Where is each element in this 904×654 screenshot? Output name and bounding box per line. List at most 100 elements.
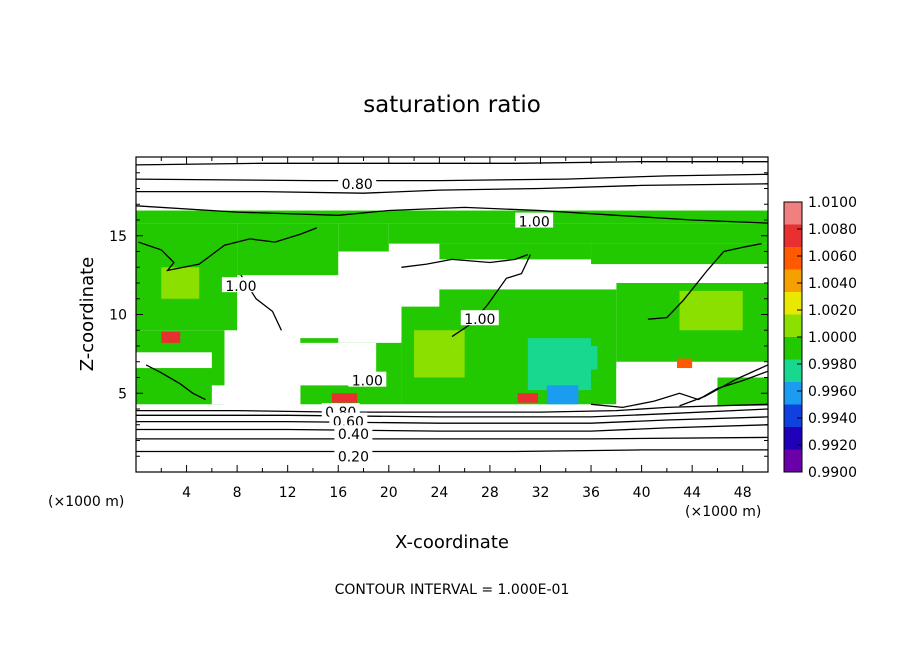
contour-line-17 [679, 364, 768, 407]
x-tick-label: 8 [233, 485, 242, 501]
colorbar-band-1 [784, 224, 802, 248]
colorbar-tick-label: 0.9900 [808, 465, 857, 481]
heat-cell-24 [388, 267, 617, 290]
x-tick-label: 12 [279, 485, 297, 501]
colorbar-band-3 [784, 269, 802, 293]
x-tick-label: 48 [734, 485, 752, 501]
contour-label-3: 1.00 [464, 312, 495, 328]
contour-line-2 [136, 424, 768, 432]
colorbar: 1.0100 1.0080 1.0060 1.0040 1.0020 1.0000 0.99… [783, 195, 857, 481]
y-tick-label: 15 [109, 229, 127, 245]
heat-cell-0 [136, 210, 768, 224]
contour-label-8: 0.20 [338, 449, 369, 465]
x-tick-label: 36 [582, 485, 600, 501]
contour-label-bg-6 [329, 412, 368, 428]
heat-cell-14 [679, 290, 743, 331]
contour-label-1: 1.00 [519, 215, 550, 231]
x-tick-label: 20 [380, 485, 398, 501]
colorbar-band-2 [784, 247, 802, 270]
y-tick-label: 5 [118, 386, 127, 402]
x-tick-label: 16 [329, 485, 347, 501]
colorbar-band-8 [784, 382, 802, 405]
contour-line-1 [136, 436, 768, 440]
contour-line-6 [136, 183, 768, 194]
colorbar-tick-label: 1.0000 [808, 330, 857, 346]
x-tick-label: 28 [481, 485, 499, 501]
heat-cell-17 [565, 346, 598, 370]
heat-cell-27 [136, 352, 212, 369]
heat-cell-16 [546, 385, 579, 405]
chart-title: saturation ratio [363, 92, 541, 118]
y-axis-unit: (×1000 m) [48, 494, 124, 510]
contour-line-12 [401, 253, 529, 268]
colorbar-tick-label: 0.9920 [808, 438, 857, 454]
contour-label-bg-2 [221, 277, 260, 293]
heat-cell-23 [338, 283, 402, 343]
colorbar-tick-label: 1.0080 [808, 222, 857, 238]
x-tick-label: 24 [430, 485, 448, 501]
plot-area: 0.801.001.001.001.000.800.600.400.20 481… [109, 156, 769, 501]
contour-labels: 0.801.001.001.001.000.800.600.400.20 [221, 174, 554, 465]
contour-line-8 [136, 161, 768, 166]
contour-line-4 [136, 408, 768, 418]
colorbar-tick-label: 1.0040 [808, 276, 857, 292]
heat-cell-20 [517, 393, 538, 403]
colorbar-band-6 [784, 337, 802, 360]
x-axis-label: X-coordinate [395, 532, 509, 553]
colorbar-tick-label: 1.0060 [808, 249, 857, 265]
colorbar-tick-label: 1.0100 [808, 195, 857, 211]
heat-cell-5 [439, 243, 592, 260]
heat-cell-13 [414, 330, 465, 378]
contour-label-bg-3 [460, 310, 499, 326]
contour-label-0: 0.80 [342, 177, 373, 193]
heat-cell-25 [578, 264, 768, 283]
contour-label-bg-4 [348, 371, 387, 387]
contour-line-7 [136, 173, 768, 182]
colorbar-tick-label: 0.9980 [808, 357, 857, 373]
contour-line-9 [136, 205, 768, 224]
contour-line-16 [590, 370, 768, 409]
contour-interval-note: CONTOUR INTERVAL = 1.000E-01 [335, 582, 570, 598]
colorbar-tick-label: 0.9960 [808, 384, 857, 400]
x-tick-label: 4 [182, 485, 191, 501]
contour-label-bg-7 [334, 425, 373, 441]
contour-label-2: 1.00 [225, 279, 256, 295]
colorbar-band-7 [784, 359, 802, 383]
contour-line-10 [138, 227, 318, 272]
contour-label-bg-1 [515, 212, 554, 228]
contour-line-0 [136, 449, 768, 453]
contour-label-bg-0 [338, 174, 377, 190]
x-axis-unit: (×1000 m) [685, 504, 761, 520]
contour-line-15 [145, 364, 206, 401]
heat-cell-18 [161, 331, 181, 343]
contour-line-14 [647, 242, 762, 320]
x-tick-label: 40 [633, 485, 651, 501]
x-tick-label: 44 [683, 485, 701, 501]
colorbar-band-9 [784, 404, 802, 428]
heat-cell-12 [161, 267, 200, 299]
y-axis-label: Z-coordinate [77, 257, 98, 372]
colorbar-band-5 [784, 314, 802, 338]
heat-cell-2 [237, 223, 339, 276]
y-tick-label: 10 [109, 308, 127, 324]
contour-label-bg-8 [334, 447, 373, 463]
heatmap-field [136, 210, 768, 406]
contour-label-7: 0.40 [338, 427, 369, 443]
contour-line-13 [451, 254, 531, 338]
contour-lines [136, 161, 768, 453]
x-tick-label: 32 [532, 485, 550, 501]
heat-cell-19 [331, 393, 358, 403]
contour-line-3 [136, 416, 768, 424]
colorbar-tick-label: 1.0020 [808, 303, 857, 319]
colorbar-band-4 [784, 292, 802, 315]
contour-line-5 [136, 403, 768, 413]
heat-cell-3 [338, 223, 389, 252]
colorbar-band-0 [784, 202, 802, 225]
heat-cell-29 [211, 385, 301, 405]
colorbar-band-10 [784, 427, 802, 450]
heat-cell-4 [388, 223, 768, 244]
colorbar-band-11 [784, 449, 802, 473]
heat-cell-28 [616, 368, 718, 406]
